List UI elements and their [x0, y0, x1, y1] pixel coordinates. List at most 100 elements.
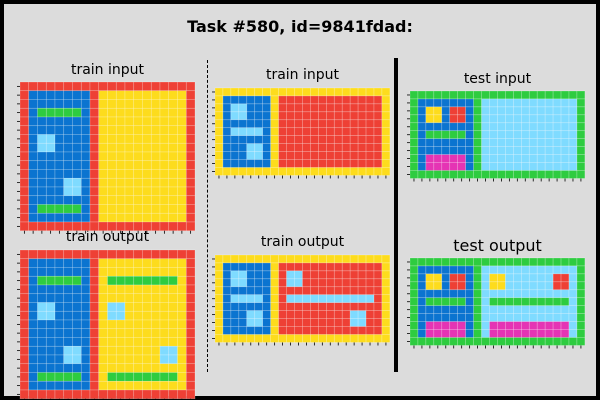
grid-cell [302, 294, 311, 303]
grid-cell [465, 162, 474, 171]
grid-cell [19, 249, 30, 260]
grid-cell [37, 293, 47, 303]
grid-cell [115, 372, 126, 382]
grid-cell [326, 318, 335, 327]
grid-cell [489, 313, 498, 322]
grid-cell [115, 116, 126, 127]
grid-cell [230, 127, 240, 136]
grid-cell [449, 106, 458, 116]
grid-cell [552, 289, 562, 299]
grid-cell [214, 326, 224, 335]
grid-cell [409, 138, 419, 147]
grid-cell [185, 81, 196, 92]
grid-cell [177, 363, 187, 373]
grid-cell [28, 160, 38, 170]
grid-cell [481, 154, 490, 163]
grid-cell [159, 81, 170, 92]
grid-cell [72, 363, 82, 373]
grid-cell [552, 281, 562, 291]
grid-cell [481, 273, 490, 283]
grid-cell [465, 297, 474, 306]
grid-cell [185, 293, 196, 303]
grid-test-output [407, 257, 586, 349]
grid-cell [230, 111, 240, 121]
grid-cell [576, 122, 586, 132]
grid-cell [465, 289, 474, 299]
grid-cell [489, 170, 498, 179]
grid-cell [318, 286, 327, 296]
grid-cell [528, 273, 538, 283]
grid-cell [80, 258, 91, 268]
grid-cell [473, 265, 482, 275]
grid-cell [552, 90, 562, 100]
grid-cell [270, 262, 279, 272]
grid-cell [142, 195, 152, 205]
grid-cell [326, 87, 335, 97]
grid-cell [357, 159, 367, 168]
grid-cell [373, 270, 383, 280]
grid-cell [528, 321, 538, 330]
grid-cell [365, 87, 375, 97]
grid-cell [473, 305, 482, 314]
grid-cell [238, 159, 248, 168]
grid-cell [222, 310, 232, 319]
grid-cell [45, 107, 56, 118]
grid-test-input [407, 90, 586, 182]
grid-cell [254, 326, 263, 335]
grid-cell [497, 289, 506, 299]
grid-cell [576, 313, 586, 322]
grid-cell [72, 116, 82, 127]
grid-cell [505, 257, 514, 267]
grid-cell [365, 127, 375, 136]
grid-cell [72, 354, 82, 365]
grid-cell [142, 284, 152, 295]
grid-cell [552, 154, 562, 163]
grid-cell [89, 380, 100, 391]
grid-cell [441, 106, 451, 116]
grid-cell [349, 286, 359, 296]
grid-cell [560, 297, 570, 306]
grid-cell [333, 143, 343, 152]
grid-svg [17, 81, 196, 234]
grid-cell [365, 159, 375, 168]
grid-cell [133, 212, 143, 223]
grid-cell [473, 257, 482, 267]
grid-cell [238, 127, 248, 136]
grid-cell [326, 278, 335, 288]
grid-cell [465, 329, 474, 338]
grid-cell [19, 319, 30, 330]
grid-cell [124, 363, 135, 373]
grid-cell [72, 319, 82, 330]
grid-cell [270, 119, 279, 129]
grid-cell [568, 162, 578, 171]
grid-cell [28, 372, 38, 382]
grid-cell [349, 135, 359, 144]
grid-cell [214, 103, 224, 113]
grid-cell [222, 135, 232, 144]
grid-cell [168, 328, 178, 338]
grid-cell [294, 270, 303, 280]
grid-cell [177, 302, 187, 312]
grid-cell [89, 267, 100, 277]
grid-cell [568, 90, 578, 100]
grid-cell [72, 372, 82, 382]
grid-cell [357, 262, 367, 272]
grid-cell [521, 170, 530, 179]
grid-cell [142, 328, 152, 338]
grid-cell [150, 81, 161, 92]
grid-cell [159, 363, 170, 373]
grid-cell [150, 310, 161, 321]
grid-cell [222, 103, 232, 113]
grid-cell [115, 151, 126, 162]
grid-cell [333, 326, 343, 335]
grid-cell [89, 319, 100, 330]
grid-cell [381, 111, 391, 121]
grid-cell [185, 221, 196, 232]
grid-cell [505, 106, 514, 116]
grid-cell [552, 138, 562, 147]
grid-cell [63, 293, 73, 303]
grid-cell [497, 329, 506, 338]
grid-cell [473, 162, 482, 171]
grid-cell [72, 90, 82, 100]
grid-cell [168, 186, 178, 197]
